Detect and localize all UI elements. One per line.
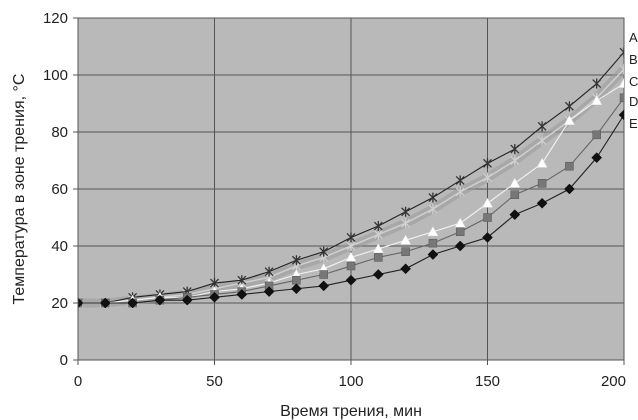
data-point-C (536, 157, 548, 168)
data-point-E (482, 232, 493, 243)
data-point-B (537, 135, 547, 146)
data-point-B (373, 229, 383, 240)
data-point-B (483, 172, 492, 183)
series-label-B: B (629, 52, 638, 67)
data-point-E (318, 280, 330, 292)
data-point-E (181, 294, 193, 306)
data-point-D (374, 253, 383, 262)
x-tick-label: 200 (601, 373, 626, 390)
x-axis-label: Время трения, мин (280, 403, 422, 420)
data-point-D (319, 270, 328, 279)
data-point-C (345, 251, 357, 262)
data-point-A (373, 221, 383, 232)
data-point-B (346, 241, 356, 251)
data-point-E (291, 283, 302, 295)
y-tick-label: 80 (51, 124, 68, 141)
x-tick-label: 0 (74, 373, 82, 390)
x-tick-label: 150 (475, 373, 500, 390)
data-point-E (509, 209, 521, 221)
data-point-E (78, 297, 84, 309)
data-point-C (427, 226, 439, 236)
data-point-D (592, 130, 601, 140)
y-tick-label: 40 (51, 238, 68, 255)
data-point-A (428, 192, 438, 203)
data-point-D (455, 227, 465, 236)
data-point-D (565, 161, 574, 171)
series-E (78, 109, 624, 309)
y-tick-label: 120 (43, 10, 68, 27)
data-point-D (428, 238, 438, 248)
data-point-D (346, 261, 356, 271)
data-point-E (454, 240, 466, 252)
data-point-A (455, 175, 465, 186)
data-point-D (292, 275, 301, 285)
y-tick-label: 0 (60, 352, 68, 369)
series-label-A: A (629, 30, 638, 45)
series-layer (78, 47, 624, 309)
data-point-E (127, 297, 138, 309)
series-label-D: D (629, 94, 638, 109)
data-point-D (510, 190, 520, 199)
data-point-A (401, 206, 411, 217)
y-axis-ticks: 0 20 40 60 80 100 120 (43, 10, 78, 369)
data-point-C (618, 78, 624, 88)
data-point-D (401, 247, 410, 256)
data-point-A (483, 158, 492, 169)
data-point-C (400, 234, 412, 245)
series-label-E: E (629, 116, 638, 131)
x-tick-label: 100 (338, 373, 363, 390)
data-point-E (345, 274, 357, 286)
data-point-E (427, 249, 439, 260)
data-point-C (591, 95, 603, 105)
series-label-C: C (629, 74, 638, 89)
data-point-A (264, 266, 274, 277)
data-point-E (263, 286, 275, 297)
data-point-A (346, 232, 356, 243)
data-point-D (537, 179, 547, 188)
data-point-E (99, 297, 111, 309)
data-point-C (454, 217, 466, 228)
data-point-B (401, 218, 411, 229)
data-point-D (483, 213, 492, 222)
data-point-E (209, 291, 220, 303)
data-point-C (509, 177, 521, 188)
data-point-B (455, 186, 465, 197)
data-point-C (482, 197, 493, 208)
data-point-E (536, 197, 548, 209)
y-axis-label: Температура в зоне трения, °С (11, 74, 28, 305)
data-point-A (564, 101, 574, 112)
data-point-E (564, 183, 575, 195)
data-point-A (537, 121, 547, 132)
data-point-E (591, 152, 603, 164)
data-point-E (236, 289, 248, 300)
data-point-A (291, 255, 301, 266)
data-point-A (319, 246, 329, 257)
y-tick-label: 20 (51, 295, 68, 312)
x-tick-label: 50 (206, 373, 223, 390)
data-point-E (618, 109, 624, 121)
data-point-E (154, 294, 166, 306)
data-point-C (372, 243, 384, 254)
data-point-D (619, 93, 624, 103)
data-point-A (592, 78, 602, 89)
y-tick-label: 60 (51, 181, 68, 198)
data-point-B (510, 155, 520, 166)
data-point-E (372, 269, 384, 280)
data-point-B (619, 64, 624, 75)
data-point-B (428, 203, 438, 214)
data-point-C (563, 115, 575, 125)
data-point-A (619, 47, 624, 58)
data-point-A (510, 144, 520, 155)
y-tick-label: 100 (43, 67, 68, 84)
data-point-E (400, 263, 411, 275)
x-axis-ticks: 0 50 100 150 200 (74, 360, 626, 390)
